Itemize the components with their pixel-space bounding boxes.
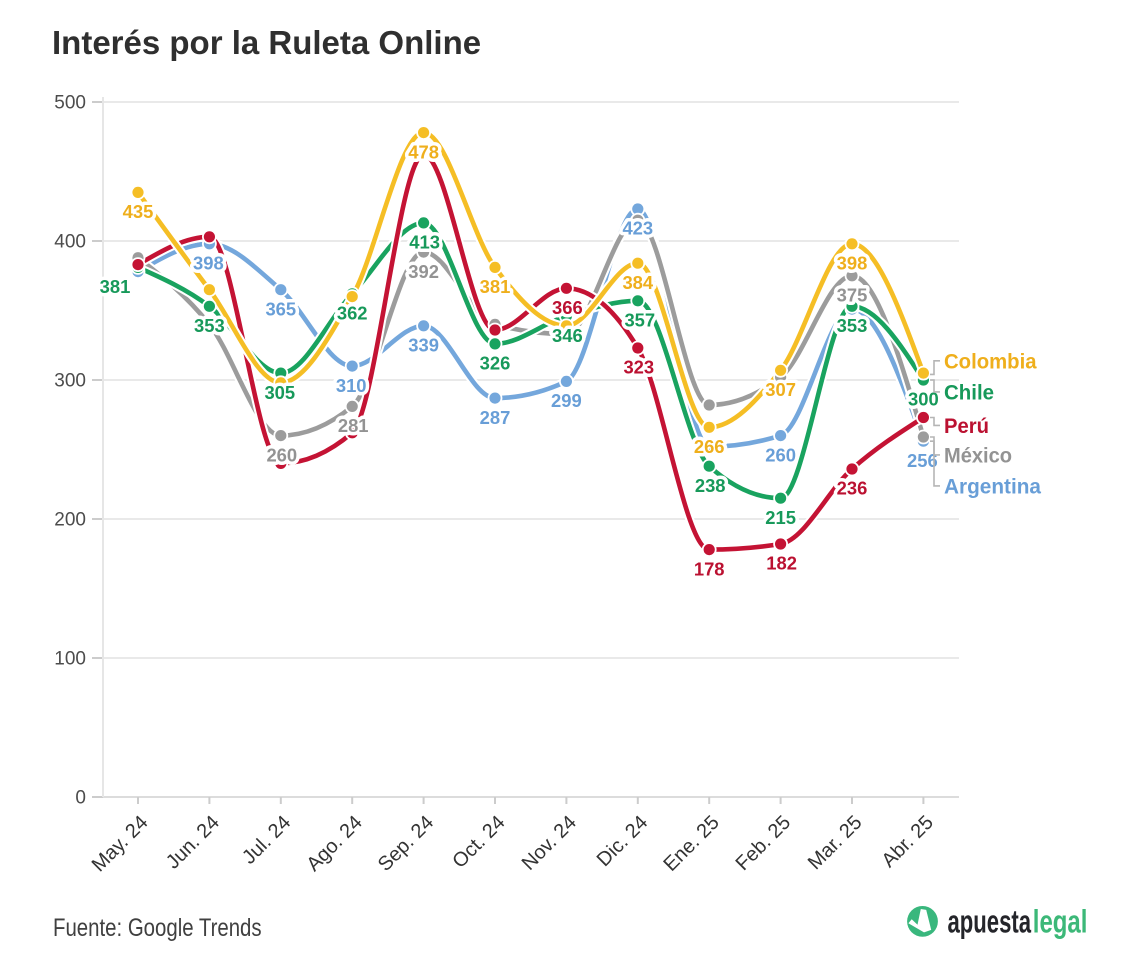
svg-text:0: 0 [75, 788, 86, 809]
svg-text:353: 353 [837, 315, 868, 336]
svg-text:362: 362 [337, 303, 368, 324]
svg-text:307: 307 [765, 379, 796, 400]
svg-text:398: 398 [193, 253, 224, 274]
svg-text:287: 287 [480, 407, 511, 428]
svg-text:Interés por la Ruleta Online: Interés por la Ruleta Online [52, 24, 481, 61]
svg-text:353: 353 [194, 315, 225, 336]
svg-text:215: 215 [765, 507, 796, 528]
svg-text:381: 381 [480, 276, 511, 297]
svg-text:260: 260 [765, 444, 796, 465]
svg-text:100: 100 [54, 649, 86, 670]
svg-text:500: 500 [54, 93, 86, 114]
svg-text:Perú: Perú [944, 415, 989, 438]
svg-text:413: 413 [409, 232, 440, 253]
svg-text:400: 400 [54, 232, 86, 253]
svg-text:423: 423 [622, 218, 653, 239]
svg-text:200: 200 [54, 510, 86, 531]
svg-text:236: 236 [837, 478, 868, 499]
svg-text:260: 260 [266, 444, 297, 465]
svg-text:392: 392 [408, 261, 439, 282]
svg-text:384: 384 [622, 272, 653, 293]
svg-text:326: 326 [480, 353, 511, 374]
svg-text:339: 339 [408, 335, 439, 356]
svg-text:323: 323 [623, 357, 654, 378]
svg-text:478: 478 [408, 141, 439, 162]
svg-text:Chile: Chile [944, 382, 994, 405]
svg-text:299: 299 [551, 390, 582, 411]
svg-text:legal: legal [1033, 904, 1088, 940]
svg-text:300: 300 [54, 371, 86, 392]
svg-text:266: 266 [694, 436, 725, 457]
svg-text:Argentina: Argentina [944, 476, 1041, 499]
svg-text:300: 300 [908, 389, 939, 410]
svg-text:305: 305 [264, 382, 295, 403]
svg-text:357: 357 [624, 310, 655, 331]
svg-text:398: 398 [837, 253, 868, 274]
svg-text:238: 238 [695, 475, 726, 496]
svg-text:178: 178 [694, 558, 725, 579]
svg-text:310: 310 [336, 375, 367, 396]
svg-text:365: 365 [265, 298, 296, 319]
svg-text:366: 366 [552, 297, 583, 318]
svg-text:346: 346 [552, 325, 583, 346]
svg-text:Colombia: Colombia [944, 350, 1037, 373]
svg-text:381: 381 [100, 276, 131, 297]
svg-text:256: 256 [907, 450, 938, 471]
svg-text:Fuente: Google Trends: Fuente: Google Trends [53, 914, 262, 942]
svg-text:apuesta: apuesta [948, 904, 1032, 940]
svg-text:435: 435 [123, 201, 154, 222]
svg-text:182: 182 [766, 553, 797, 574]
svg-text:375: 375 [837, 285, 868, 306]
svg-text:México: México [944, 445, 1012, 468]
svg-text:281: 281 [338, 415, 369, 436]
